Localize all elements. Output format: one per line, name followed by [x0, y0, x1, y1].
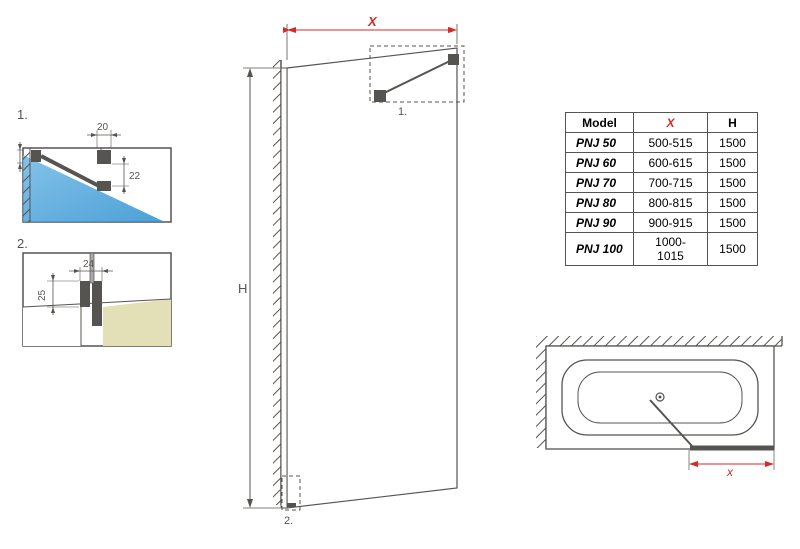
callout-1-label: 1.: [398, 106, 407, 118]
table-row: PNJ 70 700-715 1500: [566, 173, 758, 193]
detail-1-title: 1.: [17, 108, 28, 122]
table-row: PNJ 60 600-615 1500: [566, 153, 758, 173]
table-row: PNJ 80 800-815 1500: [566, 193, 758, 213]
table-row: PNJ 50 500-515 1500: [566, 133, 758, 153]
detail-2-dim-25: 25: [37, 289, 48, 301]
callout-2-label: 2.: [284, 515, 293, 527]
detail-1-dim-22: 22: [129, 171, 141, 182]
technical-diagram: 1. 2. X H 1. 20: [0, 0, 800, 549]
bathtub-plan-svg: x: [530, 330, 790, 510]
bathtub-x-label: x: [726, 465, 734, 479]
table-row: PNJ 90 900-915 1500: [566, 213, 758, 233]
glass-panel-outline: [281, 48, 457, 508]
table-header-row: Model X H: [566, 113, 758, 133]
table-body: PNJ 50 500-515 1500 PNJ 60 600-615 1500 …: [566, 133, 758, 266]
brace-arm: [370, 46, 464, 102]
th-model: Model: [566, 113, 634, 133]
detail-1-dim-20: 20: [97, 122, 109, 133]
table-row: PNJ 100 1000-1015 1500: [566, 233, 758, 266]
dim-x-label: X: [367, 14, 378, 29]
spec-table: Model X H PNJ 50 500-515 1500 PNJ 60 600…: [565, 112, 758, 266]
detail-2-title: 2.: [17, 237, 28, 251]
dim-x: [287, 24, 457, 60]
detail-1-dim-4: 4: [17, 160, 20, 166]
detail-1-svg: 1. 20 22 4: [17, 108, 172, 223]
th-h: H: [708, 113, 758, 133]
detail-2-svg: 2. 24 25: [17, 237, 172, 352]
dim-h-label: H: [238, 281, 247, 296]
th-x: X: [634, 113, 708, 133]
detail-2-dim-24: 24: [83, 259, 95, 270]
